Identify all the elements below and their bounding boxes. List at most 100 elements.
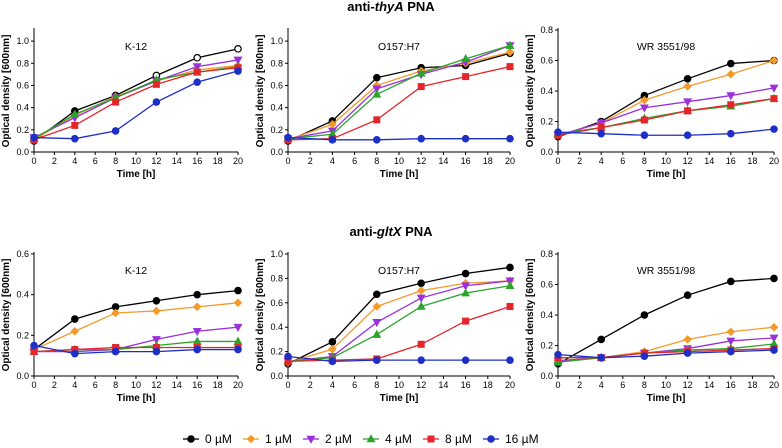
x-tick-label: 12 bbox=[683, 380, 693, 390]
series-16-uM bbox=[284, 352, 514, 366]
y-tick-label: 0.4 bbox=[540, 310, 553, 320]
data-point bbox=[417, 356, 426, 364]
data-point bbox=[111, 347, 120, 356]
y-tick-label: 0.4 bbox=[16, 290, 29, 300]
x-tick-label: 10 bbox=[394, 156, 404, 166]
data-point bbox=[770, 95, 778, 103]
data-point bbox=[328, 338, 337, 346]
series-line bbox=[287, 136, 510, 141]
series-line bbox=[287, 44, 511, 140]
data-point bbox=[70, 326, 80, 336]
series-line bbox=[33, 302, 239, 351]
x-tick-label: 10 bbox=[661, 156, 671, 166]
y-tick-label: 0.6 bbox=[540, 280, 553, 290]
y-tick-label: 0.2 bbox=[540, 341, 553, 351]
data-point bbox=[769, 84, 779, 93]
y-tick-label: 0.2 bbox=[270, 125, 283, 135]
x-tick-label: 6 bbox=[93, 380, 98, 390]
y-tick-label: 0.0 bbox=[16, 147, 29, 157]
data-point bbox=[506, 356, 514, 364]
data-point bbox=[461, 269, 470, 278]
y-tick-label: 0.6 bbox=[16, 249, 29, 259]
series-line bbox=[34, 326, 239, 353]
data-point bbox=[640, 131, 649, 140]
data-point bbox=[373, 116, 381, 124]
x-tick-label: 20 bbox=[233, 380, 243, 390]
x-tick-label: 20 bbox=[769, 380, 779, 390]
data-point bbox=[726, 347, 735, 356]
data-point bbox=[726, 92, 736, 101]
data-point bbox=[328, 344, 337, 354]
data-point bbox=[770, 125, 778, 133]
series-8-uM bbox=[284, 63, 514, 144]
x-tick-label: 2 bbox=[308, 156, 313, 166]
series-line bbox=[33, 65, 239, 140]
data-point bbox=[30, 133, 38, 142]
legend-label: 0 µM bbox=[205, 432, 232, 446]
series-1-uM bbox=[283, 47, 515, 145]
data-point bbox=[152, 296, 161, 305]
series-line bbox=[33, 344, 238, 355]
legend-item-4-uM: 4 µM bbox=[363, 432, 412, 446]
data-point bbox=[506, 134, 514, 143]
x-tick-label: 12 bbox=[416, 156, 426, 166]
x-tick-label: 14 bbox=[438, 380, 448, 390]
y-tick-label: 1.0 bbox=[270, 36, 283, 46]
x-axis-label: Time [h] bbox=[647, 393, 686, 404]
chart-title: O157:H7 bbox=[378, 265, 420, 277]
data-point bbox=[193, 68, 201, 76]
chart-title: WR 3551/98 bbox=[637, 265, 696, 277]
x-tick-label: 14 bbox=[704, 156, 714, 166]
data-point bbox=[30, 348, 38, 356]
legend-item-2-uM: 2 µM bbox=[303, 432, 352, 446]
chart-panel: 0 2 4 6 8 10 12 14 16 18 20 0.0 0.2 0.4 0.6 0.8 1.0 Time … bbox=[255, 249, 515, 404]
chart-panel: 0 2 4 6 8 10 12 14 16 18 20 0.0 0.2 0.4 0.6 Time [h] Opt… bbox=[1, 249, 243, 404]
data-point bbox=[727, 101, 735, 109]
legend-label: 2 µM bbox=[325, 432, 352, 446]
y-tick-label: 0.4 bbox=[16, 103, 29, 113]
data-point bbox=[770, 274, 778, 283]
x-tick-label: 18 bbox=[213, 156, 223, 166]
legend-label: 1 µM bbox=[265, 432, 292, 446]
series-line bbox=[287, 280, 511, 363]
data-point bbox=[71, 134, 79, 143]
y-tick-label: 0.6 bbox=[540, 56, 553, 66]
series-line bbox=[287, 51, 511, 141]
x-tick-label: 12 bbox=[151, 380, 161, 390]
data-point bbox=[726, 337, 736, 346]
legend-marker bbox=[427, 435, 435, 443]
series-line bbox=[557, 59, 775, 138]
x-tick-label: 4 bbox=[599, 380, 604, 390]
data-point bbox=[71, 349, 79, 358]
data-point bbox=[461, 288, 471, 297]
x-tick-label: 2 bbox=[52, 380, 57, 390]
x-tick-label: 14 bbox=[704, 380, 714, 390]
x-tick-label: 2 bbox=[577, 380, 582, 390]
data-point bbox=[461, 134, 470, 143]
data-point bbox=[505, 280, 515, 290]
series-line bbox=[287, 44, 511, 140]
data-point bbox=[234, 345, 242, 354]
y-tick-label: 0.2 bbox=[16, 125, 29, 135]
x-tick-label: 18 bbox=[747, 156, 757, 166]
x-tick-label: 16 bbox=[192, 380, 202, 390]
data-point bbox=[193, 290, 202, 299]
data-point bbox=[152, 80, 160, 88]
data-point bbox=[111, 127, 120, 135]
data-point bbox=[192, 327, 202, 337]
legend-item-1-uM: 1 µM bbox=[243, 432, 292, 446]
data-point bbox=[328, 357, 337, 366]
x-axis-label: Time [h] bbox=[647, 169, 686, 180]
data-point bbox=[726, 129, 735, 138]
series-0-uM bbox=[30, 286, 242, 354]
data-point bbox=[372, 290, 381, 299]
x-axis-label: Time [h] bbox=[380, 393, 419, 404]
data-point bbox=[640, 116, 648, 124]
x-tick-label: 6 bbox=[620, 380, 625, 390]
x-tick-label: 10 bbox=[394, 380, 404, 390]
x-tick-label: 8 bbox=[113, 156, 118, 166]
x-tick-label: 10 bbox=[131, 380, 141, 390]
legend-item-16-uM: 16 µM bbox=[483, 432, 539, 446]
series-line bbox=[287, 355, 510, 363]
y-tick-label: 0.2 bbox=[270, 347, 283, 357]
